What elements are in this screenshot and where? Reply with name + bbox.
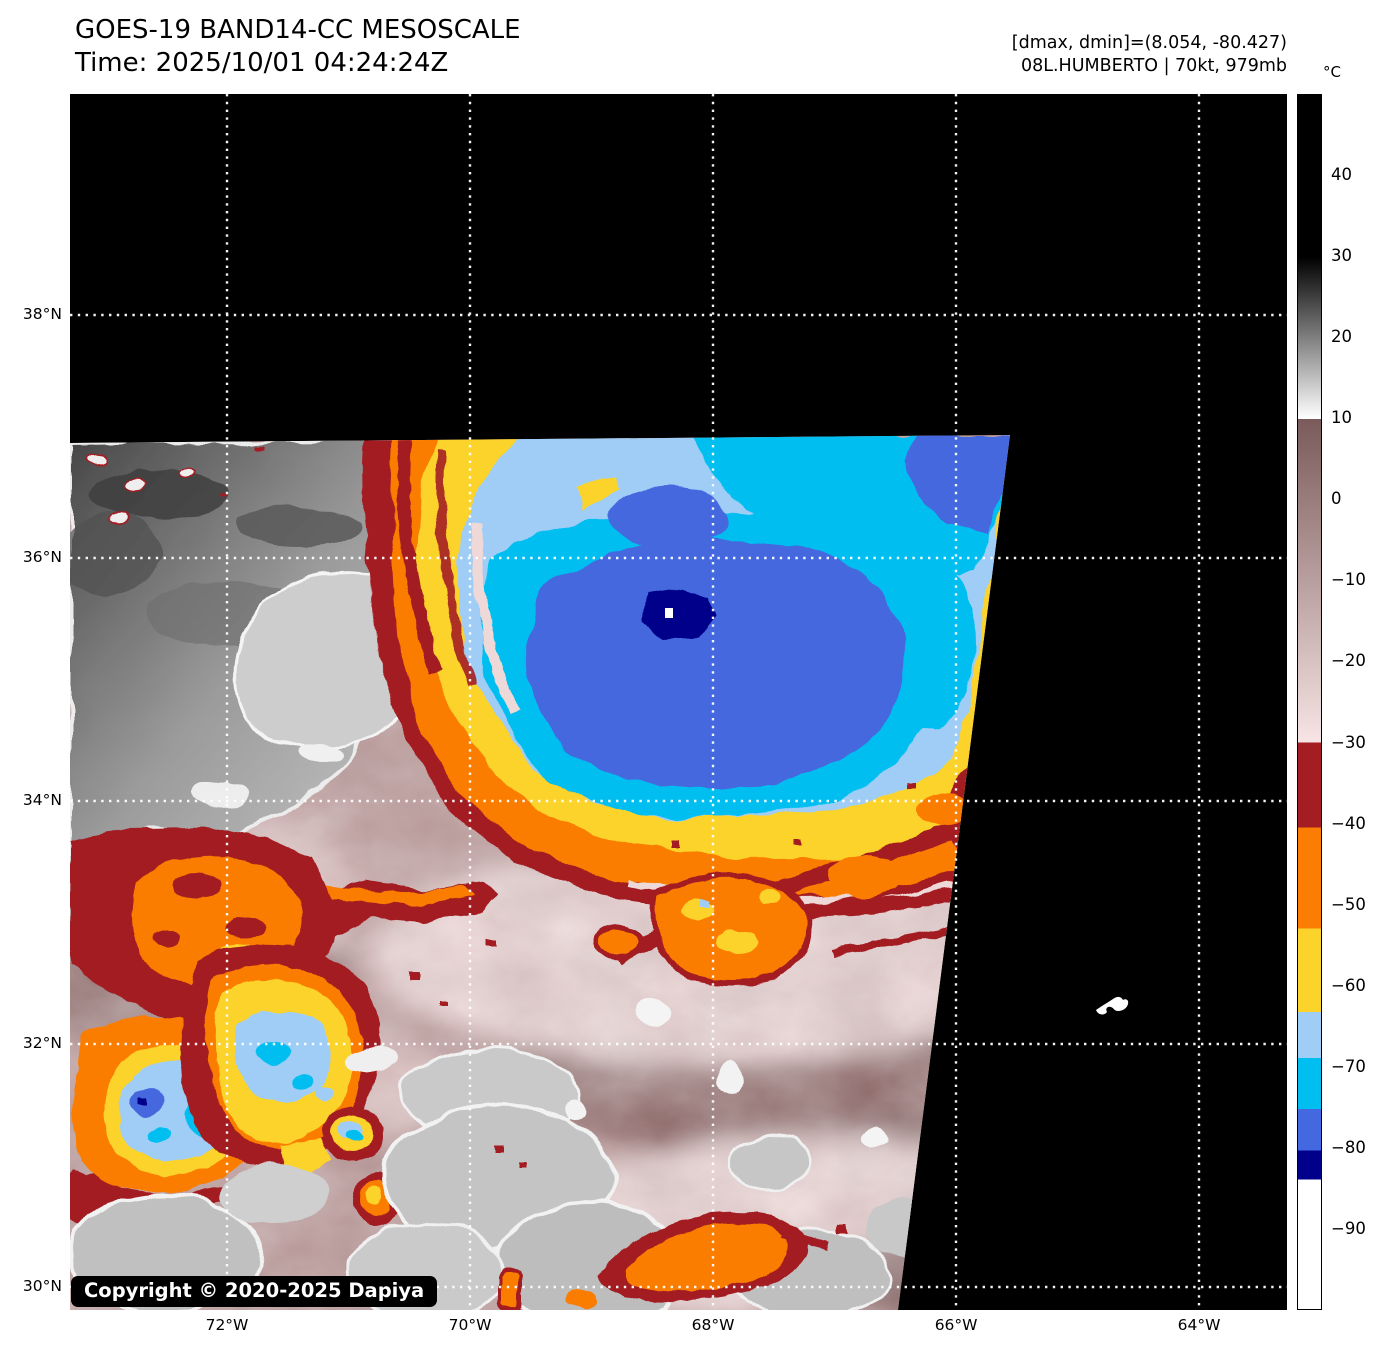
latitude-label: 36°N xyxy=(22,548,62,567)
longitude-label: 68°W xyxy=(691,1316,735,1334)
colorbar-tick-label: −70 xyxy=(1331,1056,1366,1076)
longitude-axis-labels: 72°W 70°W 68°W 66°W 64°W xyxy=(70,1316,1287,1342)
temperature-colorbar xyxy=(1297,94,1322,1310)
colorbar-tick-label: −30 xyxy=(1331,732,1366,752)
colorbar-tick-label: 30 xyxy=(1331,246,1352,266)
gray-low-clouds-south xyxy=(70,1000,987,1310)
storm-info: [dmax, dmin]=(8.054, -80.427) 08L.HUMBER… xyxy=(1012,32,1287,78)
latitude-label: 34°N xyxy=(22,790,62,809)
colorbar-tick-label: −40 xyxy=(1331,813,1366,833)
convective-cluster-southwest xyxy=(70,826,498,1027)
plot-title: GOES-19 BAND14-CC MESOSCALE Time: 2025/1… xyxy=(75,14,521,81)
colorbar-tick-labels: 40 30 20 10 0 −10 −20 −30 −40 −50 −60 −70 −80 −90 xyxy=(1331,94,1389,1310)
hurricane-humberto-cdo xyxy=(366,435,1010,912)
convective-streak-south-edge xyxy=(495,1146,848,1310)
storm-name-intensity: 08L.HUMBERTO | 70kt, 979mb xyxy=(1020,55,1287,76)
colorbar-tick-label: −60 xyxy=(1331,975,1366,995)
colorbar-unit-label: °C xyxy=(1323,63,1341,81)
colorbar-tick-label: −20 xyxy=(1331,651,1366,671)
latitude-label: 30°N xyxy=(22,1277,62,1296)
latitude-axis-labels: 38°N 36°N 34°N 32°N 30°N xyxy=(0,94,62,1310)
colorbar-tick-label: 40 xyxy=(1331,165,1352,185)
colorbar-tick-label: −10 xyxy=(1331,570,1366,590)
satellite-image-canvas xyxy=(70,94,1287,1310)
longitude-label: 66°W xyxy=(934,1316,978,1334)
longitude-label: 64°W xyxy=(1177,1316,1221,1334)
colorbar-tick-label: −80 xyxy=(1331,1137,1366,1157)
dmax-dmin-readout: [dmax, dmin]=(8.054, -80.427) xyxy=(1011,33,1287,53)
latitude-label: 32°N xyxy=(22,1033,62,1052)
colorbar-tick-label: 20 xyxy=(1331,327,1352,347)
product-name: GOES-19 BAND14-CC MESOSCALE xyxy=(75,15,521,45)
hurricane-eye xyxy=(665,608,673,618)
bermuda-island xyxy=(1096,996,1129,1015)
colorbar-tick-label: −50 xyxy=(1331,894,1366,914)
latitude-label: 38°N xyxy=(22,304,62,323)
colorbar-tick-label: 10 xyxy=(1331,408,1352,428)
colorbar-tick-label: −90 xyxy=(1331,1218,1366,1238)
convective-cluster-south xyxy=(180,944,398,1227)
longitude-label: 72°W xyxy=(205,1316,249,1334)
small-cloud-specks-northwest xyxy=(88,446,262,524)
copyright-badge: Copyright © 2020-2025 Dapiya xyxy=(71,1276,438,1307)
colorbar-tick-label: 0 xyxy=(1331,489,1342,509)
satellite-map xyxy=(70,94,1287,1310)
timestamp: Time: 2025/10/01 04:24:24Z xyxy=(75,48,449,79)
longitude-label: 70°W xyxy=(448,1316,492,1334)
